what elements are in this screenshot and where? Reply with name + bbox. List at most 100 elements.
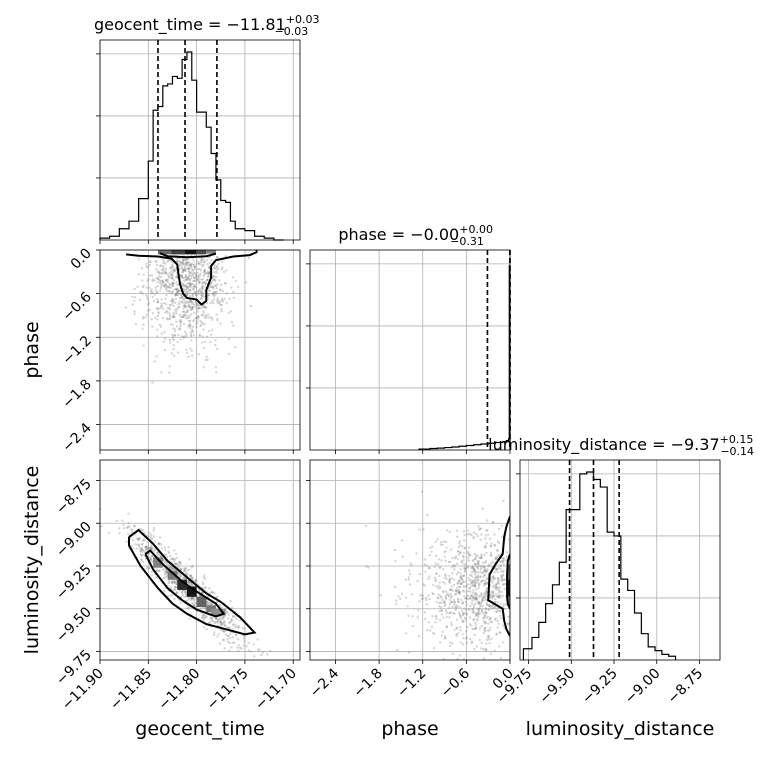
sample-point (167, 286, 170, 289)
sample-point (476, 619, 479, 622)
sample-point (189, 307, 192, 310)
sample-point (148, 286, 151, 290)
sample-point (459, 582, 462, 586)
sample-point (485, 611, 488, 615)
sample-point (162, 284, 165, 287)
sample-point (216, 620, 219, 623)
sample-point (457, 579, 460, 582)
sample-point (145, 313, 149, 316)
sample-point (140, 547, 143, 550)
sample-point (235, 617, 238, 620)
sample-point (155, 551, 159, 555)
hist-panel-geocent-time: geocent_time = −11.81+0.03−0.03 (94, 13, 319, 244)
sample-point (186, 581, 189, 584)
sample-point (432, 583, 435, 587)
x-tick-label-phase-0: −2.4 (307, 665, 342, 700)
sample-point (473, 598, 476, 601)
sample-point (186, 267, 189, 270)
sample-point (186, 607, 189, 610)
sample-point (258, 649, 261, 652)
sample-point (190, 262, 193, 265)
sample-point (410, 593, 414, 596)
sample-point (176, 283, 179, 287)
sample-point (201, 314, 205, 317)
sample-point (163, 348, 167, 352)
sample-point (497, 579, 501, 582)
sample-point (164, 279, 168, 282)
sample-point (465, 630, 468, 633)
sample-point (158, 289, 162, 292)
sample-point (220, 623, 223, 626)
sample-point (449, 598, 452, 602)
sample-point (464, 569, 467, 573)
sample-point (143, 546, 147, 549)
sample-point (196, 277, 200, 280)
sample-point (139, 549, 142, 552)
sample-point (167, 276, 171, 279)
sample-point (192, 319, 195, 322)
sample-point (169, 558, 173, 561)
sample-point (453, 565, 456, 568)
sample-point (479, 571, 482, 574)
sample-point (470, 581, 473, 584)
sample-point (457, 550, 460, 553)
sample-point (182, 310, 186, 313)
sample-point (417, 609, 420, 612)
sample-point (169, 286, 172, 290)
sample-point (436, 538, 439, 541)
title-lower-error: −0.03 (275, 25, 309, 38)
sample-point (199, 324, 202, 327)
sample-point (457, 601, 461, 604)
sample-point (223, 615, 226, 618)
sample-point (173, 581, 177, 585)
sample-point (212, 298, 216, 301)
sample-point (408, 569, 411, 572)
sample-point (472, 566, 475, 570)
sample-point (161, 316, 165, 320)
title-upper-error: +0.00 (459, 223, 493, 236)
sample-point (497, 582, 500, 585)
sample-point (194, 580, 197, 583)
sample-point (479, 580, 483, 584)
sample-point (185, 288, 188, 291)
sample-point (476, 607, 480, 611)
sample-point (205, 627, 209, 631)
sample-point (190, 597, 193, 600)
sample-point (157, 542, 160, 546)
sample-point (185, 264, 189, 267)
sample-point (465, 584, 468, 588)
sample-point (182, 258, 186, 262)
sample-point (478, 595, 481, 599)
sample-point (500, 576, 504, 580)
sample-point (493, 649, 496, 653)
sample-point (195, 293, 199, 296)
sample-point (480, 592, 483, 595)
sample-point (197, 589, 201, 592)
sample-point (200, 591, 204, 594)
sample-point (452, 583, 456, 587)
sample-point (204, 586, 207, 589)
sample-point (461, 619, 464, 622)
sample-point (449, 588, 452, 591)
sample-point (232, 296, 235, 299)
sample-point (418, 600, 421, 603)
sample-point (172, 567, 175, 570)
sample-point (407, 614, 410, 617)
sample-point (491, 575, 494, 578)
sample-point (202, 258, 205, 261)
sample-point (470, 566, 474, 570)
sample-point (197, 315, 200, 319)
sample-point (425, 603, 429, 606)
sample-point (179, 315, 182, 319)
sample-point (211, 291, 215, 295)
sample-point (198, 261, 201, 264)
sample-point (175, 293, 179, 297)
sample-point (481, 600, 484, 603)
x-tick-label-geocent-time-2: −11.80 (155, 666, 203, 714)
sample-point (460, 561, 464, 564)
sample-point (437, 593, 440, 596)
sample-point (223, 623, 226, 627)
sample-point (188, 303, 191, 307)
sample-point (160, 272, 163, 275)
sample-point (206, 278, 209, 282)
